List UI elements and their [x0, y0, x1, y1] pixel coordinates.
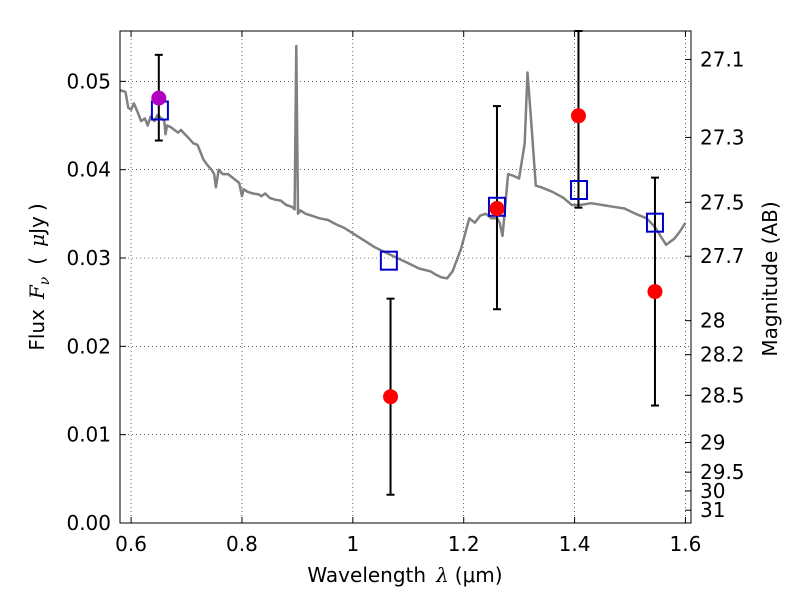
- observed-flux-point: [489, 201, 505, 217]
- y-axis-label: Flux Fν ( μJy): [25, 203, 53, 350]
- plot-background: [120, 31, 691, 523]
- model-photometry-square: [570, 179, 589, 200]
- y2-axis-label: Magnitude (AB): [758, 201, 782, 356]
- mag-tick-label: 28.5: [700, 383, 745, 407]
- mag-tick-label: 31: [700, 498, 725, 522]
- x-axis-label-symbol: λ: [435, 563, 449, 587]
- x-axis-label-unit: (μm): [455, 563, 503, 587]
- model-photometry-square: [379, 250, 398, 271]
- mag-tick-label: 28: [700, 309, 725, 333]
- mag-tick-label: 30: [700, 479, 725, 503]
- x-tick-label: 1.4: [559, 532, 591, 556]
- y-tick-label: 0.03: [66, 246, 111, 270]
- mag-tick-label: 27.3: [700, 125, 745, 149]
- y-tick-label: 0.01: [66, 423, 111, 447]
- model-spectrum-series: [119, 44, 687, 280]
- y-tick-label: 0.05: [66, 69, 111, 93]
- x-tick-label: 0.8: [226, 532, 258, 556]
- observed-flux-point: [383, 389, 399, 405]
- model-spectrum-line: [119, 44, 687, 280]
- y-axis-label-mu: μ: [25, 234, 49, 247]
- y-axis-label-subscript: ν: [37, 276, 53, 285]
- mag-tick-label: 29.5: [700, 460, 745, 484]
- x-tick-label: 1: [346, 532, 359, 556]
- mag-tick-label: 27.7: [700, 244, 745, 268]
- y-axis-left: 0.00 0.01 0.02 0.03 0.04 0.05: [66, 69, 126, 535]
- x-axis: 0.6 0.8 1 1.2 1.4 1.6: [115, 31, 701, 556]
- observed-flux-point: [647, 284, 663, 300]
- y-axis-label-unit: Jy: [25, 216, 49, 236]
- observed-flux-point: [570, 108, 586, 124]
- model-photometry-square: [645, 212, 664, 233]
- model-photometry-series: [150, 100, 664, 271]
- y-tick-label: 0.00: [66, 511, 111, 535]
- mag-tick-label: 27.1: [700, 47, 745, 71]
- mag-tick-label: 27.5: [700, 190, 745, 214]
- y-tick-label: 0.02: [66, 334, 111, 358]
- x-axis-label-text: Wavelength: [307, 563, 426, 587]
- y-axis-label-open-paren: (: [25, 257, 49, 265]
- x-axis-label: Wavelength λ (μm): [307, 563, 502, 587]
- observed-photometry-series: [151, 90, 663, 405]
- x-tick-label: 0.6: [115, 532, 147, 556]
- mag-tick-label: 28.2: [700, 343, 745, 367]
- y-axis-label-text: Flux: [25, 309, 49, 351]
- x-tick-label: 1.2: [448, 532, 480, 556]
- x-tick-label: 1.6: [670, 532, 702, 556]
- y-axis-label-close-paren: ): [25, 203, 49, 211]
- observed-flux-point: [151, 90, 167, 106]
- plot-frame: [119, 30, 692, 524]
- y-tick-label: 0.04: [66, 158, 111, 182]
- y-axis-label-symbol: F: [25, 284, 49, 300]
- mag-tick-label: 29: [700, 430, 725, 454]
